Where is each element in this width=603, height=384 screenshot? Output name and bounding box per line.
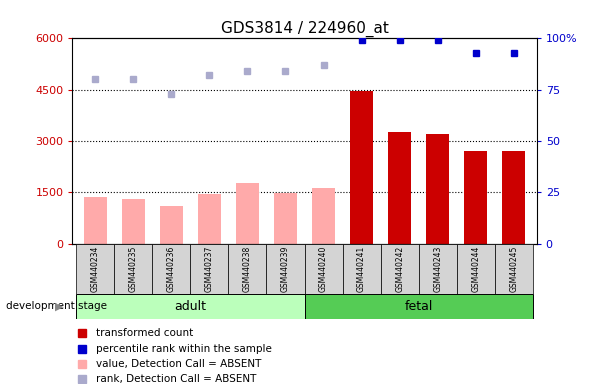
Title: GDS3814 / 224960_at: GDS3814 / 224960_at xyxy=(221,21,388,37)
Text: development stage: development stage xyxy=(6,301,107,311)
Bar xyxy=(464,151,487,244)
Text: GSM440244: GSM440244 xyxy=(472,246,480,292)
Bar xyxy=(426,134,449,244)
Text: adult: adult xyxy=(174,300,206,313)
Text: GSM440238: GSM440238 xyxy=(243,246,252,292)
Text: GSM440236: GSM440236 xyxy=(167,246,176,292)
Text: GSM440240: GSM440240 xyxy=(319,246,328,292)
Text: percentile rank within the sample: percentile rank within the sample xyxy=(95,344,271,354)
Bar xyxy=(380,244,418,294)
Text: GSM440245: GSM440245 xyxy=(510,246,519,292)
Bar xyxy=(502,151,525,244)
Bar xyxy=(122,199,145,244)
Bar xyxy=(312,189,335,244)
Bar xyxy=(84,197,107,244)
Text: value, Detection Call = ABSENT: value, Detection Call = ABSENT xyxy=(95,359,261,369)
Text: transformed count: transformed count xyxy=(95,328,193,338)
Bar xyxy=(76,294,305,319)
Bar xyxy=(198,194,221,244)
Bar xyxy=(160,206,183,244)
Bar xyxy=(191,244,229,294)
Text: fetal: fetal xyxy=(405,300,433,313)
Text: GSM440235: GSM440235 xyxy=(129,246,137,292)
Bar xyxy=(236,183,259,244)
Text: GSM440242: GSM440242 xyxy=(395,246,404,292)
Bar xyxy=(114,244,153,294)
Bar xyxy=(456,244,495,294)
Bar xyxy=(229,244,267,294)
Bar xyxy=(305,294,533,319)
Bar xyxy=(153,244,191,294)
Text: GSM440243: GSM440243 xyxy=(433,246,442,292)
Text: GSM440241: GSM440241 xyxy=(357,246,366,292)
Bar xyxy=(495,244,533,294)
Bar xyxy=(350,91,373,244)
Bar xyxy=(267,244,305,294)
Text: ▶: ▶ xyxy=(55,301,63,311)
Text: GSM440239: GSM440239 xyxy=(281,246,290,292)
Bar xyxy=(274,193,297,244)
Bar xyxy=(343,244,380,294)
Text: GSM440237: GSM440237 xyxy=(205,246,214,292)
Bar xyxy=(305,244,343,294)
Text: rank, Detection Call = ABSENT: rank, Detection Call = ABSENT xyxy=(95,374,256,384)
Bar xyxy=(388,132,411,244)
Bar xyxy=(418,244,456,294)
Text: GSM440234: GSM440234 xyxy=(90,246,99,292)
Bar xyxy=(76,244,114,294)
